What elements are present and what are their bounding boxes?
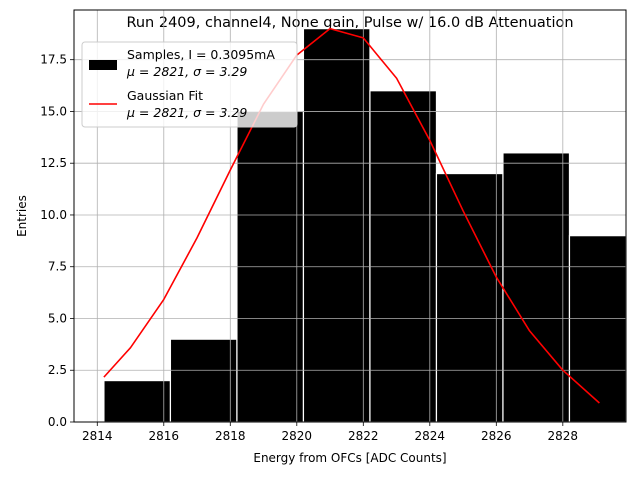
y-tick-label: 5.0 (48, 311, 67, 325)
x-tick-label: 2816 (149, 429, 180, 443)
plot-frame (73, 9, 627, 423)
x-tick-label: 2820 (282, 429, 313, 443)
legend-label-samples: Samples, I = 0.3095mA (127, 47, 275, 62)
fit-curve-layer (103, 27, 600, 404)
legend-label-fit: Gaussian Fit (127, 88, 203, 103)
axis-ticks: 2814 2816 2818 2820 2822 2824 2826 2828 0.0 2.5 5.… (40, 53, 578, 443)
legend: Samples, I = 0.3095mA μ = 2821, σ = 3.29… (81, 41, 298, 128)
x-tick-label: 2828 (548, 429, 579, 443)
y-tick-label: 15.0 (40, 104, 67, 118)
histogram-bar (435, 172, 504, 423)
x-axis-label: Energy from OFCs [ADC Counts] (253, 451, 446, 465)
legend-stats-fit: μ = 2821, σ = 3.29 (126, 105, 247, 120)
y-tick-label: 17.5 (40, 53, 67, 67)
x-tick-label: 2814 (82, 429, 113, 443)
histogram-bar (169, 338, 238, 423)
histogram-bar (502, 152, 571, 423)
legend-box (81, 41, 298, 128)
chart-title: Run 2409, channel4, None gain, Pulse w/ … (126, 15, 573, 31)
y-tick-label: 2.5 (48, 363, 67, 377)
histogram-bar (302, 28, 371, 423)
y-tick-label: 7.5 (48, 260, 67, 274)
x-tick-label: 2818 (215, 429, 246, 443)
y-tick-label: 12.5 (40, 156, 67, 170)
y-tick-label: 10.0 (40, 208, 67, 222)
gaussian-fit-line (103, 27, 600, 404)
histogram-bar (369, 90, 438, 423)
x-tick-label: 2826 (481, 429, 512, 443)
histogram-bar (103, 379, 172, 423)
histogram-bar (568, 235, 627, 423)
y-tick-label: 0.0 (48, 415, 67, 429)
legend-stats-samples: μ = 2821, σ = 3.29 (126, 64, 247, 79)
legend-swatch-samples (89, 60, 117, 70)
y-axis-label: Entries (15, 195, 29, 237)
x-tick-label: 2824 (415, 429, 446, 443)
x-tick-label: 2822 (348, 429, 379, 443)
